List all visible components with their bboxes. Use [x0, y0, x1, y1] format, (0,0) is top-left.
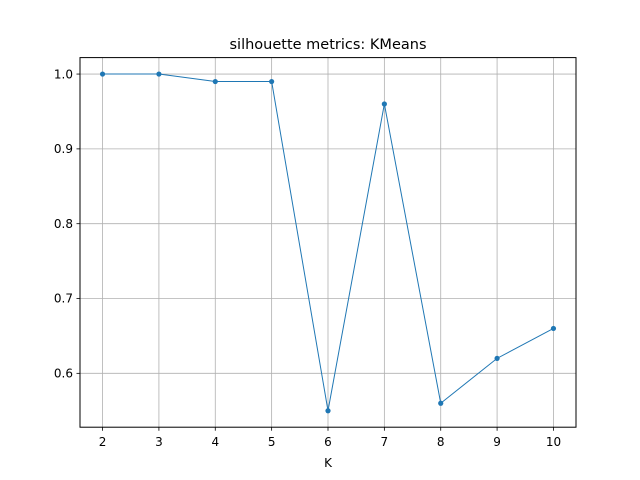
x-tick-label: 10: [546, 435, 561, 449]
x-tick-label: 9: [493, 435, 501, 449]
x-tick-label: 2: [99, 435, 107, 449]
series-layer: [99, 71, 557, 414]
data-point: [99, 71, 106, 77]
x-tick-label: 3: [155, 435, 163, 449]
data-point: [438, 400, 444, 406]
data-point: [269, 78, 275, 85]
x-tick-label: 6: [324, 435, 332, 449]
data-point: [381, 101, 387, 107]
y-tick-label: 0.9: [54, 142, 73, 156]
data-point: [550, 325, 557, 332]
data-point: [494, 355, 500, 361]
y-tick-label: 0.7: [54, 292, 73, 306]
chart-title: silhouette metrics: KMeans: [230, 37, 427, 53]
x-tick-label: 8: [437, 435, 445, 449]
y-tick-label: 0.8: [54, 217, 73, 231]
y-tick-label: 1.0: [54, 67, 73, 81]
x-tick-label: 5: [268, 435, 276, 449]
grid-lines: [80, 57, 576, 428]
x-tick-label: 4: [211, 435, 219, 449]
data-point: [212, 78, 218, 85]
data-point: [156, 71, 162, 77]
x-tick-label: 7: [381, 435, 389, 449]
y-axis: 0.6 0.7 0.8 0.9 1.0: [54, 67, 80, 381]
y-tick-label: 0.6: [54, 367, 73, 381]
data-point: [325, 408, 331, 414]
x-axis: 2 3 4 5 6 7 8 9 10: [99, 427, 561, 449]
x-axis-label: K: [324, 456, 333, 470]
